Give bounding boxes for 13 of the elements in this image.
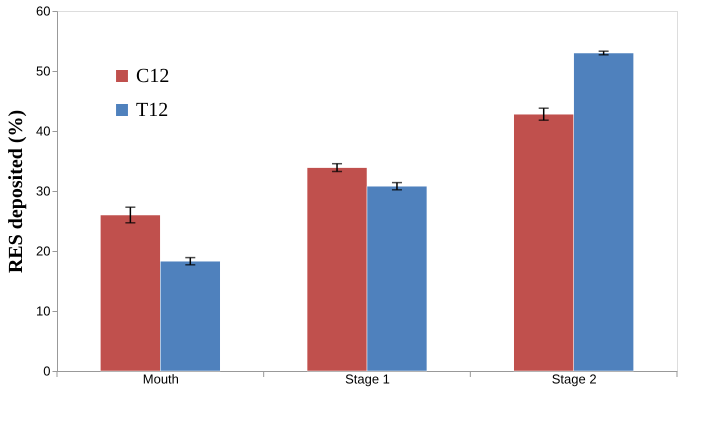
y-tick-label: 10 [36,304,50,318]
legend-label: T12 [136,99,168,121]
y-tick-label: 20 [36,244,50,258]
y-tick-label: 0 [43,364,50,378]
y-tick-label: 40 [36,124,50,138]
x-tick-label: Stage 1 [345,372,390,386]
legend-label: C12 [136,65,170,87]
y-tick-label: 30 [36,184,50,198]
x-tick-label: Stage 2 [552,372,597,386]
y-tick-label: 60 [36,4,50,18]
y-axis-title: RES deposited (%) [5,110,28,274]
y-tick-label: 50 [36,64,50,78]
x-tick-label: Mouth [142,372,179,386]
